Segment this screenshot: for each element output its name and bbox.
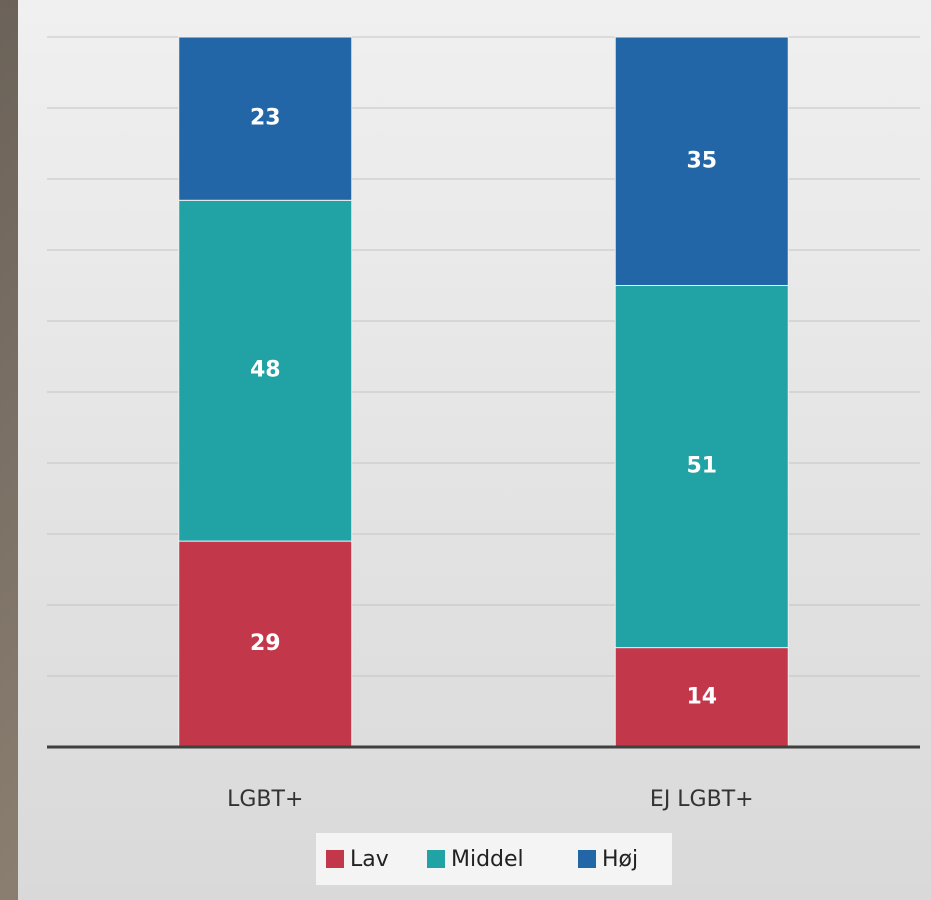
- data-label: 29: [250, 631, 281, 656]
- chart-panel: [18, 0, 931, 900]
- data-label: 51: [686, 454, 717, 479]
- bar-segment: [178, 540, 353, 748]
- legend-label: Høj: [602, 847, 638, 872]
- data-label: 14: [686, 684, 717, 709]
- bar-segment: [178, 36, 353, 201]
- legend-swatch: [326, 850, 344, 868]
- legend-label: Lav: [350, 847, 389, 872]
- legend-swatch: [427, 850, 445, 868]
- x-tick-label: EJ LGBT+: [650, 787, 754, 812]
- data-label: 48: [250, 358, 281, 383]
- bar-segment: [178, 199, 353, 542]
- bar-segment: [614, 36, 789, 286]
- data-label: 23: [250, 106, 281, 131]
- legend-box: [316, 833, 672, 885]
- bar-segment: [614, 285, 789, 649]
- data-label: 35: [686, 148, 717, 173]
- bar-segment: [614, 647, 789, 748]
- x-tick-label: LGBT+: [227, 787, 303, 812]
- legend-swatch: [578, 850, 596, 868]
- legend-label: Middel: [451, 847, 524, 872]
